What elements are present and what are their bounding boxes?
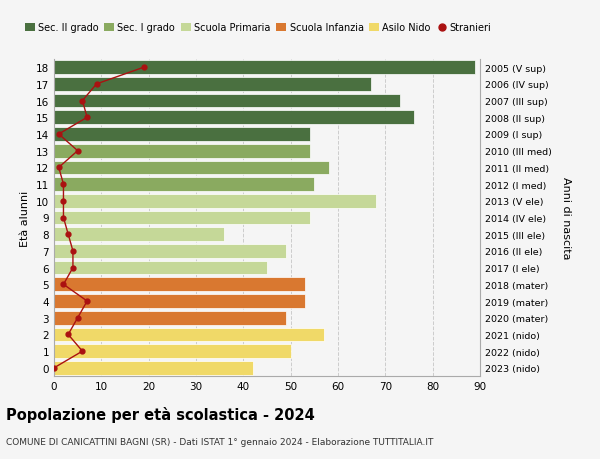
Y-axis label: Anni di nascita: Anni di nascita <box>561 177 571 259</box>
Bar <box>54 345 290 358</box>
Bar <box>54 245 286 258</box>
Bar <box>54 278 305 291</box>
Bar <box>54 128 310 141</box>
Bar <box>54 328 324 341</box>
Bar <box>54 78 371 91</box>
Bar <box>54 111 414 125</box>
Bar <box>54 211 310 225</box>
Bar <box>54 178 314 191</box>
Bar <box>54 311 286 325</box>
Bar <box>54 295 305 308</box>
Legend: Sec. II grado, Sec. I grado, Scuola Primaria, Scuola Infanzia, Asilo Nido, Stran: Sec. II grado, Sec. I grado, Scuola Prim… <box>25 23 491 34</box>
Bar <box>54 161 329 175</box>
Bar <box>54 61 475 75</box>
Bar <box>54 95 400 108</box>
Bar <box>54 195 376 208</box>
Bar <box>54 261 267 275</box>
Text: COMUNE DI CANICATTINI BAGNI (SR) - Dati ISTAT 1° gennaio 2024 - Elaborazione TUT: COMUNE DI CANICATTINI BAGNI (SR) - Dati … <box>6 437 433 446</box>
Bar <box>54 228 224 241</box>
Bar <box>54 145 310 158</box>
Text: Popolazione per età scolastica - 2024: Popolazione per età scolastica - 2024 <box>6 406 315 422</box>
Y-axis label: Età alunni: Età alunni <box>20 190 31 246</box>
Bar <box>54 361 253 375</box>
